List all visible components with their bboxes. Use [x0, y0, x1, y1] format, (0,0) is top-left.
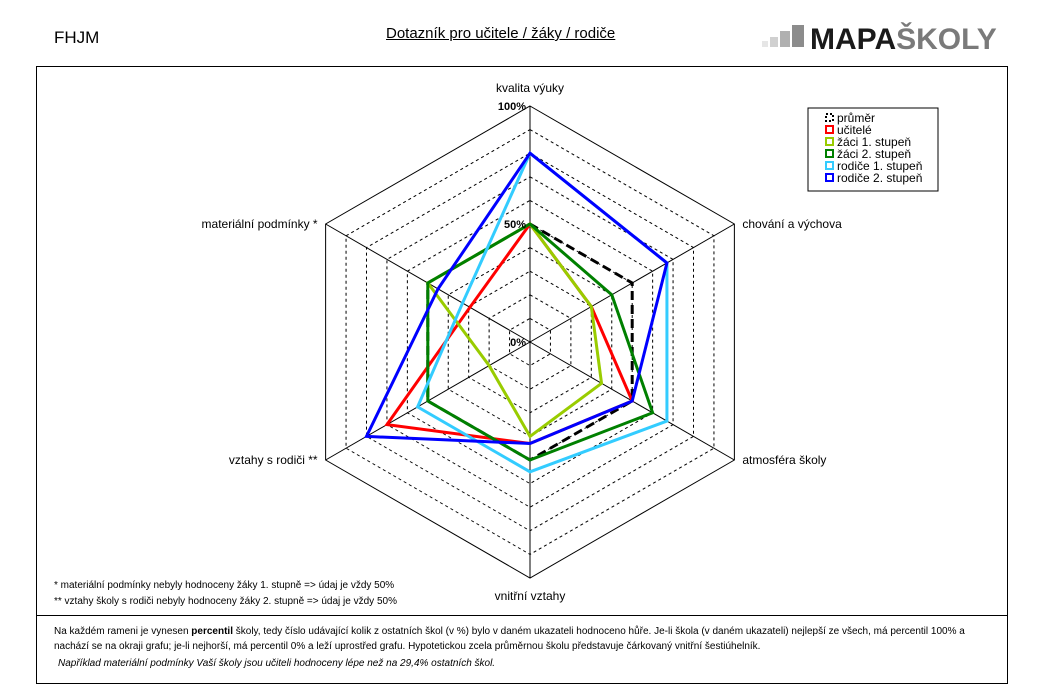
explanation-part2: školy, tedy číslo udávající kolik z osta… [54, 626, 965, 652]
legend-swatch [825, 149, 834, 158]
page-title: Dotazník pro učitele / žáky / rodiče [386, 25, 616, 42]
legend-swatch [825, 113, 834, 122]
scale-label: 0% [510, 337, 526, 349]
logo-square [792, 25, 804, 47]
axis-label: materiální podmínky * [202, 217, 318, 231]
logo-square [780, 31, 790, 47]
legend-entry: žáci 1. stupeň [837, 135, 911, 149]
explanation-part1: Na každém rameni je vynesen [54, 626, 192, 637]
legend-entry: průměr [837, 111, 875, 125]
series-line [426, 222, 655, 462]
legend-entry: žáci 2. stupeň [837, 147, 911, 161]
mapa-skoly-logo: MAPAŠKOLY [762, 22, 997, 56]
explanation-text: Na každém rameni je vynesen percentil šk… [54, 624, 991, 654]
radar-labels: kvalita výuky chování a výchova atmosféra … [202, 81, 843, 603]
axis-label: chování a výchova [742, 217, 842, 231]
legend-swatch [825, 125, 834, 134]
scale-label: 100% [498, 101, 526, 113]
logo-text-mapa: MAPA [810, 23, 896, 56]
explanation-bold: percentil [191, 626, 233, 637]
series-line [415, 150, 669, 474]
axis-label: atmosféra školy [742, 453, 826, 467]
footnote-materialni: * materiální podmínky nebyly hodnoceny ž… [54, 580, 395, 591]
radar-chart: kvalita výuky chování a výchova atmosféra … [202, 81, 939, 603]
legend-swatch [825, 161, 834, 170]
footnote-vztahy: ** vztahy školy s rodiči nebyly hodnocen… [54, 596, 397, 607]
explanation-example: Například materiální podmínky Vaší školy… [58, 658, 496, 669]
series-line [364, 151, 669, 445]
axis-label: vnitřní vztahy [495, 589, 566, 603]
radar-grid [325, 105, 735, 579]
legend-swatch [825, 173, 834, 182]
chart-frame [36, 66, 1008, 684]
legend-entry: rodiče 1. stupeň [837, 159, 922, 173]
scale-label: 50% [504, 219, 526, 231]
axis-label: kvalita výuky [496, 81, 564, 95]
axis-label: vztahy s rodiči ** [229, 453, 318, 467]
logo-square [770, 37, 778, 47]
legend-entry: učitelé [837, 123, 872, 137]
logo-square [762, 41, 768, 47]
logo-text-skoly: ŠKOLY [896, 22, 997, 56]
logo-text: MAPAŠKOLY [810, 22, 997, 56]
frame-divider [36, 615, 1008, 616]
legend-entry: rodiče 2. stupeň [837, 171, 922, 185]
school-code: FHJM [54, 28, 100, 47]
legend-swatch [825, 137, 834, 146]
radar-series [364, 150, 669, 474]
